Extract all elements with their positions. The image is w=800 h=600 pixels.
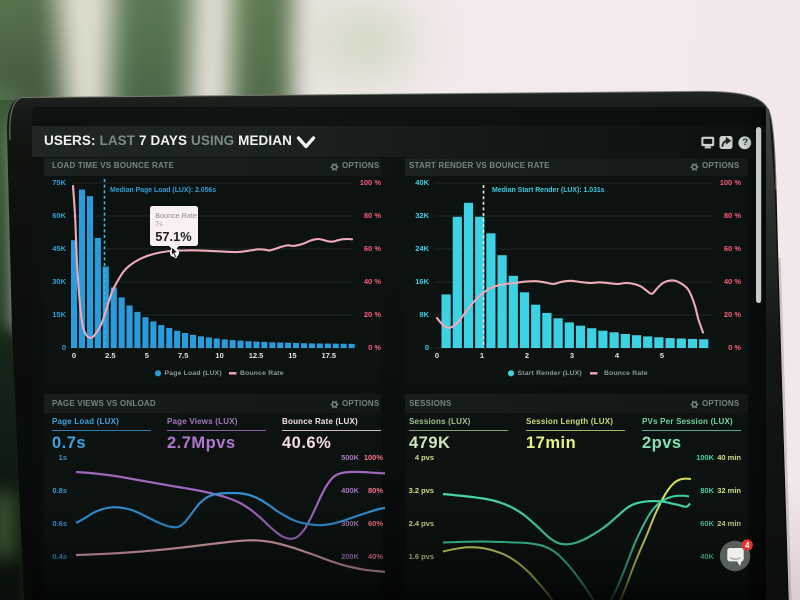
svg-text:4: 4 [745, 541, 750, 550]
